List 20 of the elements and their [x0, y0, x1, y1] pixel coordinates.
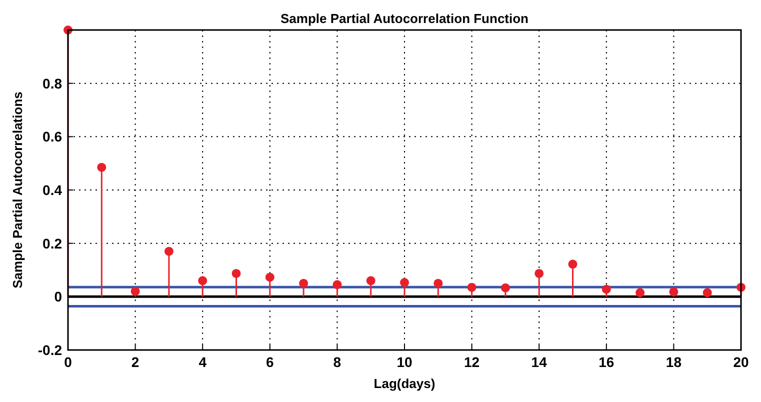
y-tick-label: 0.6 — [42, 128, 62, 145]
x-tick-label: 0 — [64, 354, 72, 370]
y-axis-title: Sample Partial Autocorrelations — [10, 92, 25, 288]
x-tick-label: 18 — [666, 354, 682, 370]
x-tick-label: 8 — [333, 354, 342, 370]
x-tick-label: 12 — [464, 354, 480, 370]
x-tick-label: 20 — [733, 354, 749, 370]
y-tick-label: 0.4 — [42, 182, 62, 198]
chart-title: Sample Partial Autocorrelation Function — [280, 11, 529, 26]
x-tick-label: 16 — [598, 354, 614, 370]
y-tick-label: -0.2 — [38, 342, 62, 358]
x-tick-label: 6 — [266, 354, 274, 370]
x-tick-label: 10 — [396, 354, 412, 370]
x-axis-title: Lag(days) — [374, 376, 436, 391]
x-tick-label: 4 — [198, 354, 207, 370]
x-tick-label: 14 — [531, 354, 548, 370]
y-tick-label: 0.8 — [42, 75, 62, 92]
y-tick-label: 0 — [54, 288, 62, 305]
x-tick-label: 2 — [131, 354, 140, 370]
y-tick-label: 0.2 — [42, 235, 62, 252]
